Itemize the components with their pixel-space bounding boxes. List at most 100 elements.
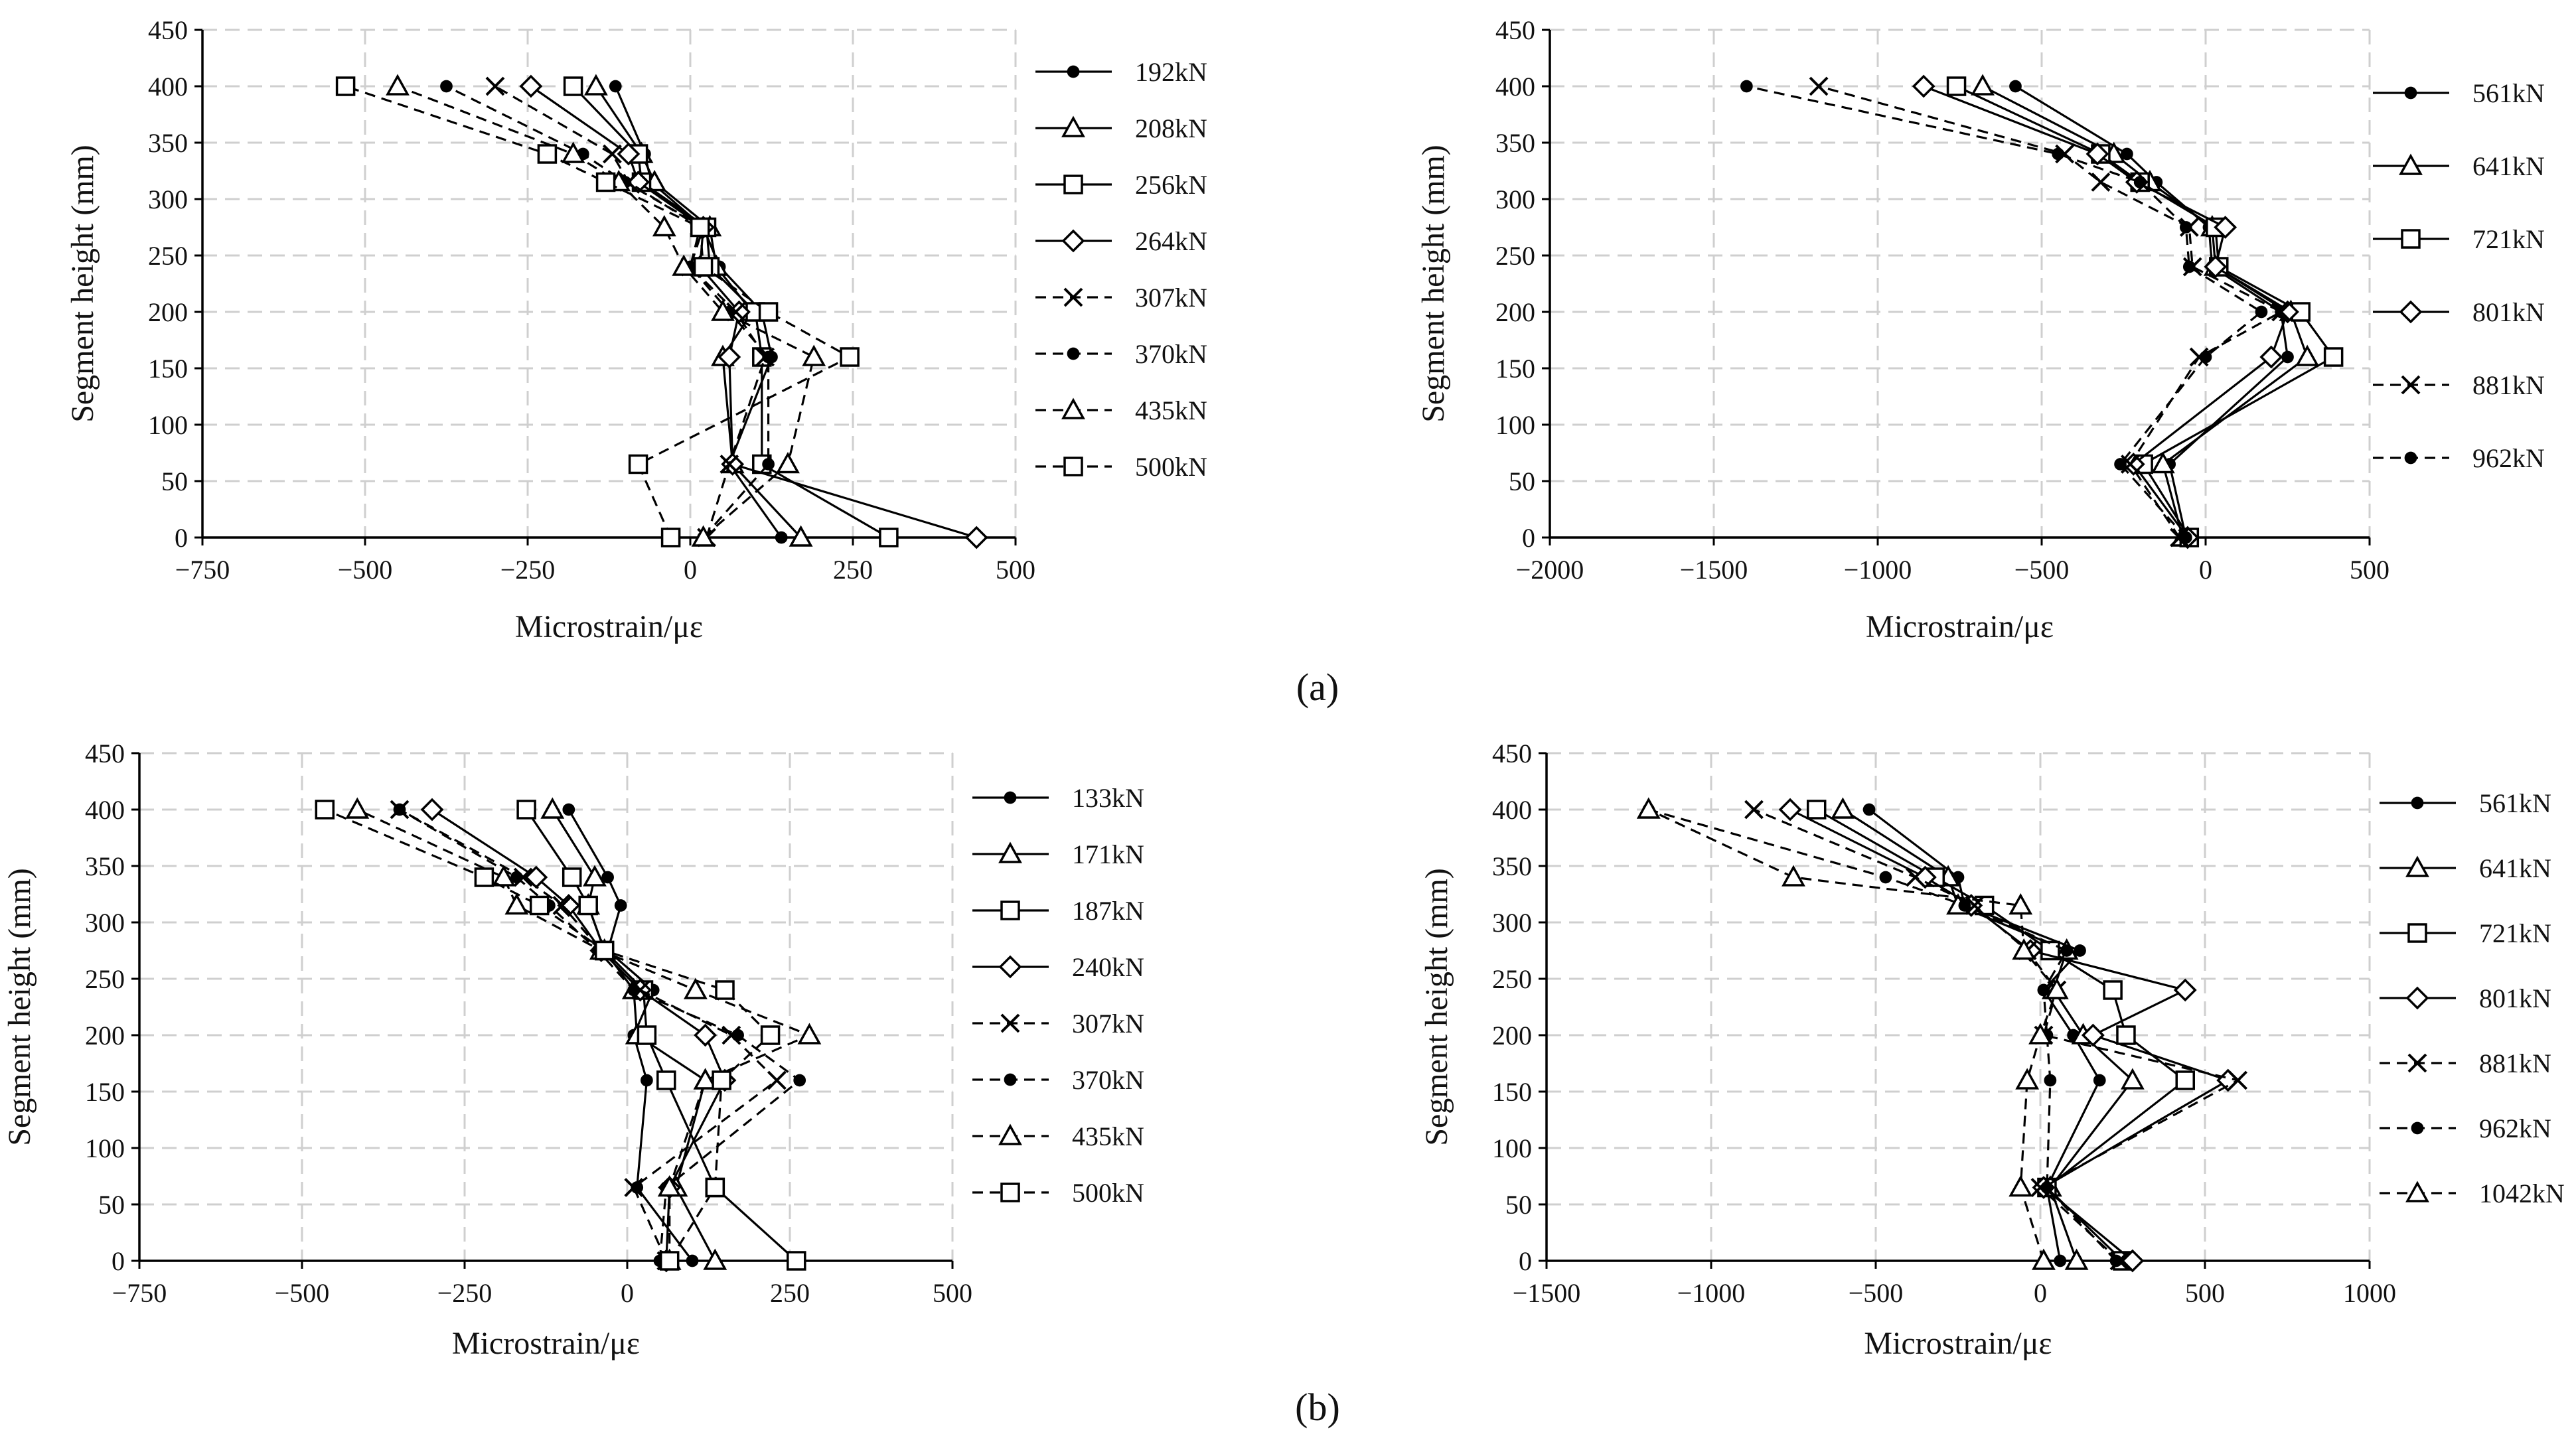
data-point <box>2276 300 2299 324</box>
data-point <box>793 1074 806 1087</box>
x-tick-label: −500 <box>275 1278 330 1308</box>
series-line <box>1746 85 2263 539</box>
data-point <box>1809 76 1829 96</box>
data-point <box>393 803 406 816</box>
x-tick-label: 0 <box>2034 1278 2047 1308</box>
data-point <box>2085 142 2109 166</box>
legend-marker <box>2411 796 2424 810</box>
legend-entry: 801kN <box>2373 297 2545 327</box>
data-point <box>2228 1070 2248 1090</box>
data-point <box>2180 221 2192 234</box>
data-point <box>2120 1068 2145 1090</box>
data-point <box>802 344 826 366</box>
legend-entry: 721kN <box>2373 224 2545 254</box>
data-point <box>2054 1254 2067 1267</box>
legend-entry: 256kN <box>1035 170 1207 200</box>
y-tick-label: 50 <box>1505 1190 1532 1220</box>
legend-entry: 801kN <box>2380 983 2551 1013</box>
data-point <box>1906 867 1925 887</box>
y-tick-label: 100 <box>1495 410 1535 440</box>
y-tick-label: 100 <box>85 1133 125 1163</box>
legend-label: 721kN <box>2479 918 2551 948</box>
y-tick-label: 450 <box>85 739 125 768</box>
data-point <box>562 867 582 887</box>
chart-a-right: 0 50 100 150 200 250 300 350 400 450 −2000 −1500 −10… <box>1416 15 2545 644</box>
legend-marker <box>2401 375 2421 395</box>
legend-label: 187kN <box>1072 896 1144 926</box>
legend-entry: 881kN <box>2373 370 2545 400</box>
y-tick-label: 300 <box>1492 908 1532 938</box>
y-tick-label: 450 <box>1495 15 1535 45</box>
x-tick-label: 500 <box>2350 555 2389 585</box>
y-tick-label: 50 <box>161 467 188 496</box>
y-tick-label: 200 <box>1495 297 1535 327</box>
y-tick-label: 400 <box>85 795 125 825</box>
data-point <box>386 74 410 96</box>
data-point <box>583 74 608 96</box>
data-point <box>2044 977 2069 999</box>
legend-marker <box>998 955 1022 979</box>
legend-label: 801kN <box>2479 983 2551 1013</box>
data-point <box>2081 1023 2105 1047</box>
y-tick-label: 0 <box>1519 1246 1532 1276</box>
series-1042kN <box>1636 797 2069 1270</box>
legend-entry: 962kN <box>2380 1113 2551 1143</box>
legend-label: 171kN <box>1072 839 1144 869</box>
data-point <box>474 867 494 887</box>
x-tick-label: 0 <box>2199 555 2212 585</box>
x-tick-label: −750 <box>112 1278 167 1308</box>
data-point <box>767 1070 787 1090</box>
data-point <box>510 871 523 884</box>
data-point <box>718 345 741 369</box>
y-tick-label: 150 <box>1492 1077 1532 1107</box>
legend-marker <box>1063 457 1083 476</box>
data-point <box>637 1025 657 1045</box>
legend-label: 1042kN <box>2479 1179 2565 1208</box>
data-point <box>2103 980 2123 1000</box>
legend-label: 370kN <box>1135 339 1207 369</box>
legend-entry: 264kN <box>1035 226 1207 256</box>
legend-label: 641kN <box>2472 151 2545 181</box>
data-point <box>2060 944 2074 957</box>
data-point <box>2008 1175 2033 1197</box>
data-point <box>602 144 622 164</box>
legend-entry: 208kN <box>1035 113 1207 143</box>
x-tick-label: −2000 <box>1516 555 1584 585</box>
x-tick-label: −250 <box>500 555 556 585</box>
data-point <box>715 980 735 1000</box>
legend-entry: 561kN <box>2373 78 2545 108</box>
legend-marker <box>1000 1183 1020 1202</box>
y-tick-label: 0 <box>112 1246 125 1276</box>
legend-entry: 1042kN <box>2380 1179 2565 1208</box>
chart-a-left: 0 50 100 150 200 250 300 350 400 450 −750 −500 −250 0… <box>65 15 1207 644</box>
x-tick-label: 1000 <box>2343 1278 2396 1308</box>
legend-label: 641kN <box>2479 853 2551 883</box>
data-point <box>2173 978 2197 1002</box>
legend-marker <box>2405 986 2429 1010</box>
legend-marker <box>1067 347 1080 360</box>
data-point <box>2199 350 2212 364</box>
y-tick-label: 250 <box>1495 241 1535 271</box>
legend-entry: 500kN <box>1035 452 1207 482</box>
data-point <box>964 526 988 549</box>
data-point <box>1958 899 1971 912</box>
legend-label: 240kN <box>1072 952 1144 982</box>
chart-b-right: 0 50 100 150 200 250 300 350 400 450 −1500 −1000 −50… <box>1419 739 2565 1361</box>
data-point <box>617 142 641 166</box>
data-point <box>683 977 708 999</box>
data-point <box>1781 865 1805 887</box>
series-line <box>1818 85 2284 538</box>
legend-label: 561kN <box>2479 788 2551 818</box>
data-point <box>2204 255 2228 279</box>
series-500kN <box>335 76 860 547</box>
data-point <box>760 1025 781 1045</box>
data-point <box>2032 1248 2056 1270</box>
legend-label: 962kN <box>2479 1113 2551 1143</box>
data-point <box>641 1074 653 1087</box>
data-point <box>694 1023 718 1047</box>
data-point <box>540 797 565 819</box>
data-point <box>659 1251 680 1271</box>
x-tick-label: 500 <box>996 555 1035 585</box>
legend-label: 801kN <box>2472 297 2545 327</box>
legend-marker <box>998 841 1022 863</box>
